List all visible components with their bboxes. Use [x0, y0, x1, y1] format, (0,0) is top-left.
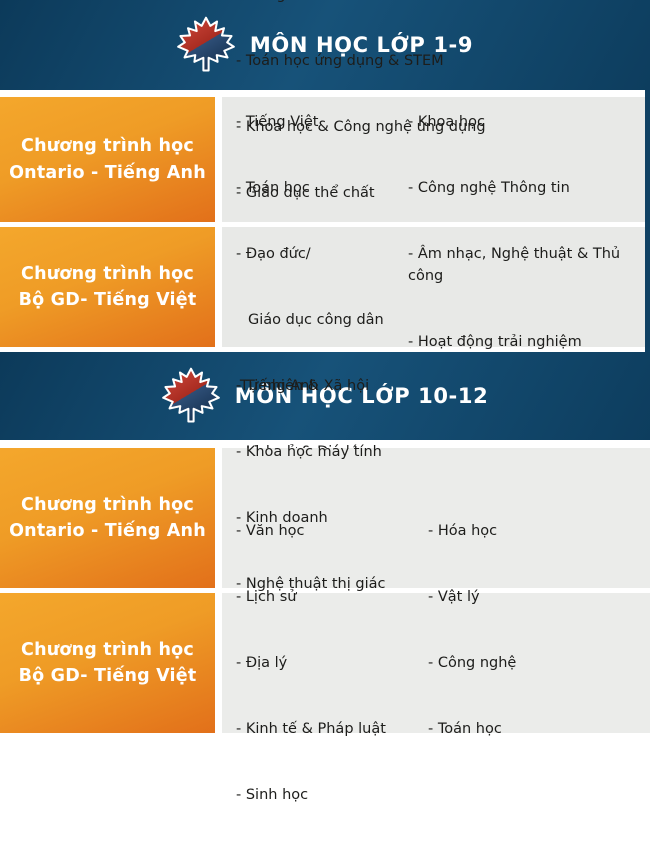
subject-item: - Hoạt động trải nghiệm: [408, 334, 582, 350]
subject-item: - Tiếng Anh: [236, 0, 486, 6]
subject-item: - Sinh học: [236, 787, 309, 803]
subject-item: - Khoa học: [408, 114, 485, 130]
table-row-moet-1-9: Chương trình học Bộ GD- Tiếng Việt - Tiế…: [0, 114, 645, 460]
program-label-line2: Ontario - Tiếng Anh: [9, 162, 206, 183]
section-grades-1-9: Chương trình học Ontario - Tiếng Anh - T…: [0, 0, 650, 460]
program-label-ontario: Chương trình học Ontario - Tiếng Anh: [0, 448, 215, 588]
section-title: MÔN HỌC LỚP 1-9: [249, 33, 474, 57]
subject-item: - Nghệ thuật thị giác: [236, 576, 386, 592]
subject-list-cell: - Văn học - Lịch sử - Địa lý - Kinh tế &…: [222, 523, 650, 803]
subject-item: - Lịch sử: [236, 589, 297, 605]
subject-item: - Âm nhạc, Nghệ thuật & Thủ công: [408, 246, 625, 284]
table-row-moet-10-12: Chương trình học Bộ GD- Tiếng Việt - Văn…: [0, 523, 650, 803]
program-label-moet: Chương trình học Bộ GD- Tiếng Việt: [0, 227, 215, 347]
section-grades-10-12: Chương trình học Ontario - Tiếng Anh - T…: [0, 378, 650, 803]
program-label-line1: Chương trình học: [21, 494, 194, 515]
program-label-line1: Chương trình học: [21, 136, 194, 157]
subject-list-col2: - Khoa học - Công nghệ Thông tin - Âm nh…: [408, 67, 639, 507]
subject-item: - Tiếng Việt: [236, 114, 319, 130]
header-grades-1-9: MÔN HỌC LỚP 1-9: [0, 0, 650, 90]
maple-leaf-icon: [161, 365, 220, 427]
subject-item: - Giáo dục thể chất: [236, 184, 375, 201]
table-row-ontario-1-9: Chương trình học Ontario - Tiếng Anh - T…: [0, 0, 645, 333]
subject-item: - Toán học: [236, 180, 310, 196]
subject-item: - Hóa học: [428, 523, 498, 539]
subject-item: - Vật lý: [428, 589, 480, 605]
section-title: MÔN HỌC LỚP 10-12: [234, 384, 489, 408]
subject-list-cell: - Tiếng Việt - Toán học - Đạo đức/ Giáo …: [222, 114, 645, 460]
subject-item: - Toán học ứng dụng & STEM: [236, 52, 444, 69]
subject-item: - Kinh doanh: [236, 510, 328, 526]
subject-item: - Công nghệ: [428, 655, 517, 671]
program-label-ontario: Chương trình học Ontario - Tiếng Anh: [0, 97, 215, 222]
subject-item: - Kinh tế & Pháp luật: [236, 721, 386, 737]
program-label-line1: Chương trình học: [21, 639, 194, 660]
subject-item-continuation: Giáo dục công dân: [248, 312, 384, 328]
program-label-line2: Bộ GD- Tiếng Việt: [18, 290, 197, 310]
subject-list-col1: - Văn học - Lịch sử - Địa lý - Kinh tế &…: [236, 476, 428, 850]
subject-item: -Tự nhiên & Xã hội: [236, 378, 370, 394]
subject-item: - Toán học: [428, 721, 502, 737]
program-label-line2: Ontario - Tiếng Anh: [9, 521, 206, 541]
subject-list-col2: - Hóa học - Vật lý - Công nghệ - Toán họ…: [428, 476, 644, 850]
program-label-line1: Chương trình học: [21, 263, 194, 284]
subject-item: - Tiếng Anh: [236, 378, 319, 394]
subject-item: - Khoa học máy tính: [236, 444, 382, 460]
subject-item: - Khoa học & Công nghệ ứng dụng: [236, 118, 486, 135]
subject-item: - Văn học: [236, 523, 305, 539]
maple-leaf-icon: [177, 14, 235, 76]
program-label-moet: Chương trình học Bộ GD- Tiếng Việt: [0, 593, 215, 733]
header-grades-10-12: MÔN HỌC LỚP 10-12: [0, 352, 650, 440]
subject-item: - Công nghệ Thông tin: [408, 180, 570, 196]
subject-item: - Địa lý: [236, 655, 288, 671]
subject-item: - Đạo đức/: [236, 246, 311, 262]
program-label-line2: Bộ GD- Tiếng Việt: [18, 666, 197, 686]
